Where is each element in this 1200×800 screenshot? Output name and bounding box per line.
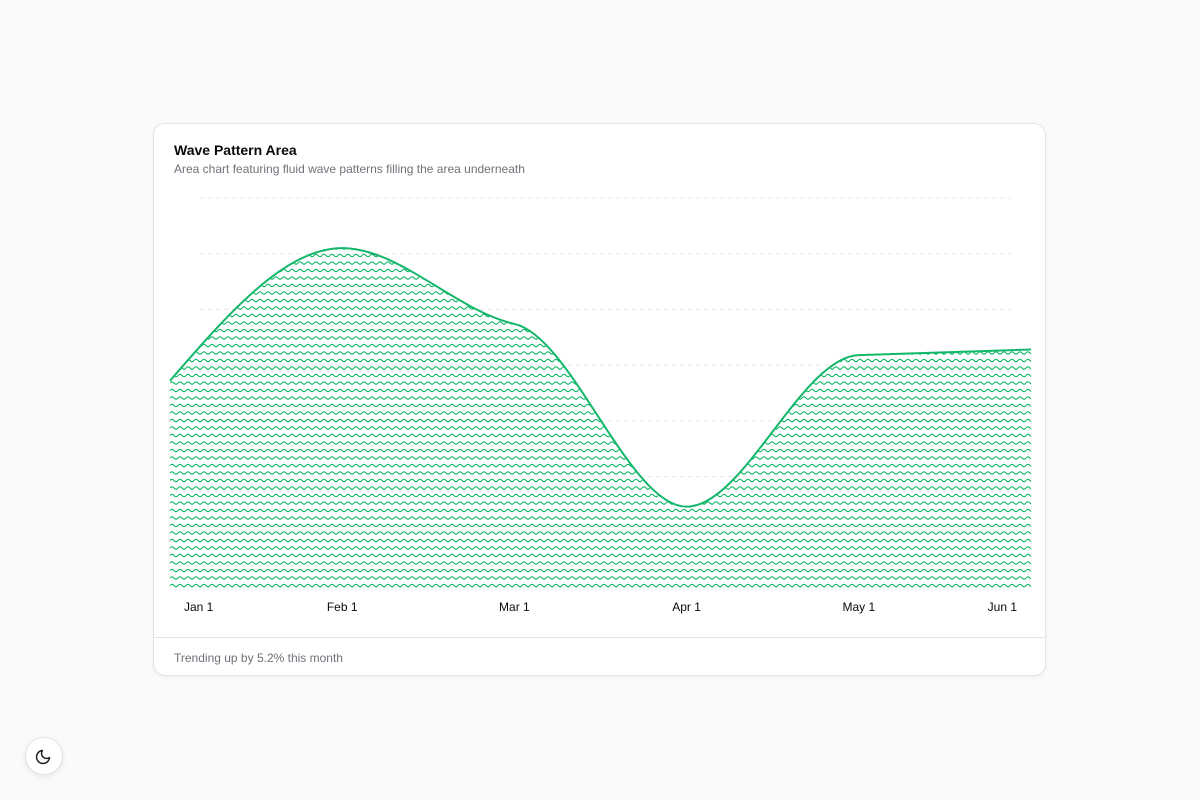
- chart-title: Wave Pattern Area: [174, 142, 297, 158]
- chart: Jan 1 Feb 1 Mar 1 Apr 1 May 1 Jun 1: [169, 197, 1032, 614]
- card: Wave Pattern Area Area chart featuring f…: [153, 123, 1046, 676]
- x-tick-label: Jan 1: [184, 600, 214, 614]
- card-footer: Trending up by 5.2% this month: [154, 637, 1045, 678]
- moon-icon: [35, 749, 51, 765]
- chart-subtitle: Area chart featuring fluid wave patterns…: [174, 162, 525, 176]
- x-tick-label: May 1: [842, 600, 875, 614]
- area: [170, 248, 1031, 588]
- footer-text: Trending up by 5.2% this month: [174, 651, 343, 665]
- x-tick-label: Feb 1: [327, 600, 358, 614]
- line: [169, 247, 1032, 508]
- x-tick-label: Jun 1: [988, 600, 1018, 614]
- x-tick-label: Mar 1: [499, 600, 530, 614]
- theme-toggle[interactable]: [25, 737, 63, 775]
- x-tick-label: Apr 1: [672, 600, 701, 614]
